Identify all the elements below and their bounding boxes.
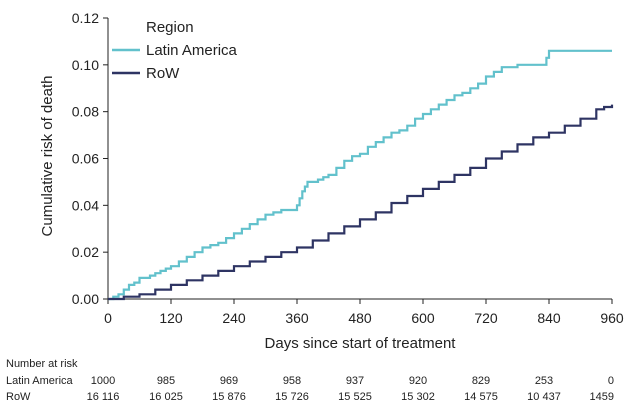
- y-tick-label: 0.02: [72, 244, 99, 260]
- risk-cell: 969: [219, 375, 239, 387]
- x-axis-label: Days since start of treatment: [265, 335, 457, 352]
- x-tick-label: 0: [104, 310, 112, 326]
- y-axis-label: Cumulative risk of death: [39, 76, 56, 237]
- risk-cell: 0: [607, 375, 614, 387]
- y-tick-label: 0.06: [72, 151, 99, 167]
- risk-row-label-latin-america: Latin America: [6, 375, 73, 387]
- y-tick-label: 0.00: [72, 291, 99, 307]
- x-tick-label: 480: [348, 310, 372, 326]
- x-tick-label: 120: [159, 310, 183, 326]
- legend-title: Region: [146, 19, 194, 36]
- risk-cell: 10 437: [527, 391, 561, 403]
- x-tick-label: 240: [222, 310, 246, 326]
- x-tick-label: 960: [600, 310, 624, 326]
- risk-cell: 16 025: [149, 391, 183, 403]
- series-layer: [108, 49, 614, 301]
- axes: 0.00 0.02 0.04 0.06 0.08 0.10 0.12 0 120 240 360 48…: [72, 10, 624, 326]
- y-tick-label: 0.12: [72, 10, 99, 26]
- risk-cell: 15 302: [401, 391, 435, 403]
- y-tick-label: 0.08: [72, 104, 99, 120]
- risk-cell: 15 876: [212, 391, 246, 403]
- y-tick-label: 0.10: [72, 57, 99, 73]
- risk-cell: 920: [408, 375, 428, 387]
- x-tick-label: 600: [411, 310, 435, 326]
- x-tick-label: 720: [474, 310, 498, 326]
- risk-cell: 937: [345, 375, 365, 387]
- risk-table-title: Number at risk: [6, 358, 78, 370]
- risk-cell: 1000: [90, 375, 116, 387]
- legend-label-row: RoW: [146, 65, 180, 82]
- x-tick-label: 840: [537, 310, 561, 326]
- number-at-risk-table: Number at risk Latin America RoW 1000 985…: [0, 356, 630, 406]
- risk-row-label-row: RoW: [6, 391, 31, 403]
- risk-cell: 15 726: [275, 391, 309, 403]
- series-line-latin-america: [108, 49, 612, 301]
- risk-cell: 253: [534, 375, 554, 387]
- legend-label-latin-america: Latin America: [146, 42, 238, 59]
- x-tick-label: 360: [285, 310, 309, 326]
- risk-cell: 14 575: [464, 391, 498, 403]
- risk-cell: 985: [156, 375, 176, 387]
- risk-cell: 958: [282, 375, 302, 387]
- risk-cell: 16 116: [86, 391, 120, 403]
- series-line-row: [108, 104, 614, 301]
- risk-cell: 829: [471, 375, 491, 387]
- risk-cell: 15 525: [338, 391, 372, 403]
- y-tick-label: 0.04: [72, 197, 99, 213]
- km-chart: Cumulative risk of death Days since star…: [39, 10, 624, 352]
- risk-cell: 1459: [589, 391, 614, 403]
